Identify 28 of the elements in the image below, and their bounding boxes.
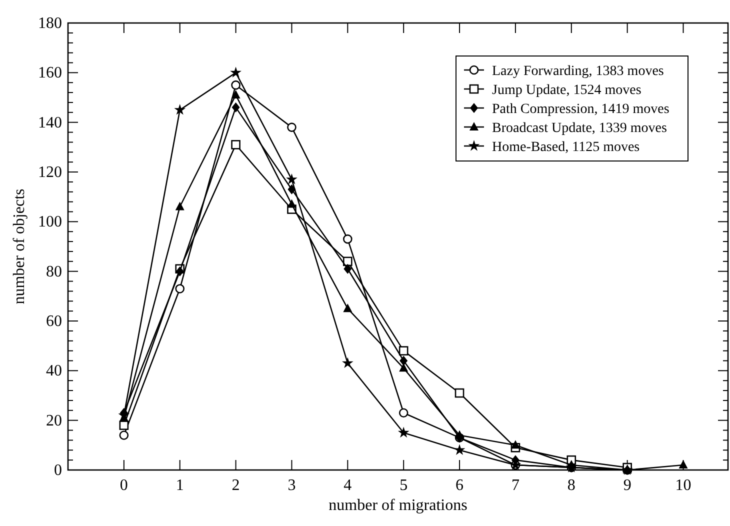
x-tick-label: 2 [232, 477, 240, 494]
x-tick-label: 5 [400, 477, 408, 494]
x-tick-label: 7 [511, 477, 520, 494]
legend-label: Broadcast Update, 1339 moves [492, 121, 667, 136]
y-tick-label: 160 [38, 64, 62, 82]
x-tick-label: 8 [567, 477, 576, 494]
y-tick-label: 60 [46, 313, 62, 330]
x-tick-label: 3 [288, 477, 296, 494]
x-axis-title: number of migrations [328, 497, 468, 514]
y-tick-label: 140 [38, 114, 62, 132]
x-tick-label: 6 [456, 477, 464, 494]
legend-label: Home-Based, 1125 moves [492, 140, 640, 155]
y-tick-label: 20 [46, 412, 62, 430]
x-tick-label: 1 [176, 477, 184, 494]
y-tick-label: 180 [38, 15, 62, 32]
legend-label: Path Compression, 1419 moves [492, 102, 670, 117]
legend-label: Lazy Forwarding, 1383 moves [492, 64, 664, 79]
y-tick-label: 120 [38, 164, 62, 181]
x-tick-label: 10 [675, 477, 692, 494]
y-tick-label: 40 [46, 362, 62, 380]
x-tick-label: 4 [344, 477, 352, 494]
x-tick-label: 0 [120, 477, 128, 494]
y-axis-title: number of objects [11, 188, 28, 304]
x-tick-label: 9 [623, 477, 632, 494]
y-tick-label: 100 [38, 214, 62, 231]
legend-label: Jump Update, 1524 moves [492, 83, 642, 98]
y-tick-label: 80 [46, 263, 62, 280]
y-tick-label: 0 [54, 462, 62, 479]
